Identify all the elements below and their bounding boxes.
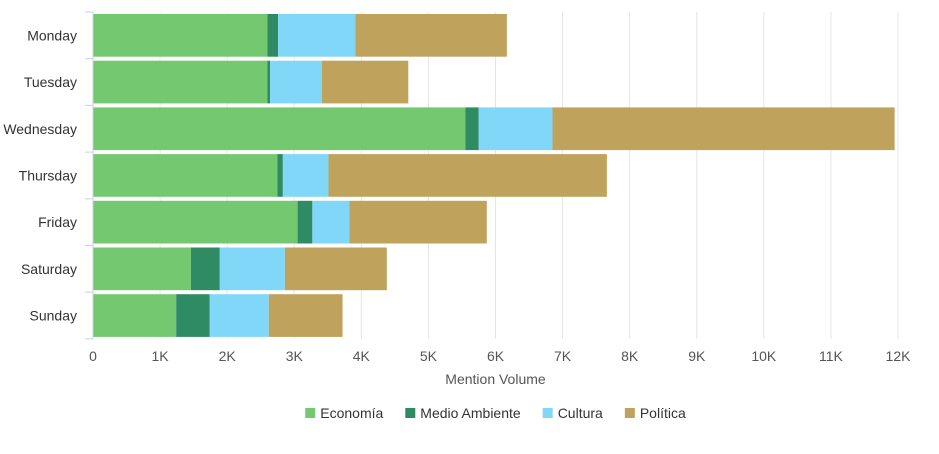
category-labels: Monday Tuesday Wednesday Thursday Friday Satu… — [3, 27, 77, 323]
legend-label-economia: Economía — [320, 405, 383, 421]
bar-wednesday-economia[interactable] — [93, 107, 466, 151]
bar-friday-politica[interactable] — [349, 200, 487, 244]
bar-saturday-economia[interactable] — [93, 247, 191, 291]
x-tick-label-5k: 5K — [420, 348, 438, 364]
bar-friday-economia[interactable] — [93, 200, 298, 244]
legend-item-politica[interactable]: Política — [624, 405, 686, 421]
bar-tuesday-cultura[interactable] — [270, 60, 322, 104]
x-tick-label-9k: 9K — [688, 348, 706, 364]
bar-monday-cultura[interactable] — [278, 14, 356, 57]
bar-saturday-politica[interactable] — [284, 247, 387, 291]
x-tick-label-3k: 3K — [286, 348, 304, 364]
x-tick-label-8k: 8K — [621, 348, 639, 364]
x-tick-label-2k: 2K — [219, 348, 237, 364]
category-label-friday: Friday — [38, 214, 77, 230]
x-axis-title: Mention Volume — [445, 371, 546, 387]
x-tick-label-7k: 7K — [554, 348, 572, 364]
legend-swatch-politica — [624, 408, 635, 418]
bar-saturday-medio-ambiente[interactable] — [190, 247, 220, 291]
bar-thursday-cultura[interactable] — [282, 154, 329, 197]
category-label-thursday: Thursday — [19, 167, 77, 183]
bar-sunday-medio-ambiente[interactable] — [176, 294, 210, 337]
legend-item-economia[interactable]: Economía — [305, 405, 383, 421]
category-label-wednesday: Wednesday — [3, 121, 77, 137]
legend-label-medio-ambiente: Medio Ambiente — [420, 405, 521, 421]
bar-tuesday-medio-ambiente[interactable] — [267, 60, 271, 104]
legend-swatch-medio-ambiente — [405, 408, 416, 418]
bar-monday-economia[interactable] — [93, 14, 268, 57]
legend-label-cultura: Cultura — [558, 405, 603, 421]
x-tick-labels: 0 1K 2K 3K 4K 5K 6K 7K 8K 9K 10K 11K 12K — [89, 348, 911, 364]
bars-layer — [93, 14, 895, 337]
x-tick-label-0: 0 — [89, 348, 97, 364]
category-label-saturday: Saturday — [21, 261, 77, 277]
bar-sunday-cultura[interactable] — [209, 294, 269, 337]
bar-wednesday-politica[interactable] — [552, 107, 895, 151]
bar-thursday-politica[interactable] — [328, 154, 607, 197]
bar-friday-medio-ambiente[interactable] — [297, 200, 313, 244]
bar-saturday-cultura[interactable] — [219, 247, 285, 291]
x-tick-label-4k: 4K — [353, 348, 371, 364]
bar-wednesday-medio-ambiente[interactable] — [465, 107, 479, 151]
bar-tuesday-economia[interactable] — [93, 60, 268, 104]
x-tick-label-6k: 6K — [487, 348, 505, 364]
legend-swatch-economia — [305, 408, 316, 418]
category-label-tuesday: Tuesday — [24, 74, 77, 90]
legend-item-medio-ambiente[interactable]: Medio Ambiente — [405, 405, 521, 421]
bar-tuesday-politica[interactable] — [321, 60, 409, 104]
x-tick-label-12k: 12K — [886, 348, 912, 364]
bar-friday-cultura[interactable] — [312, 200, 350, 244]
legend-item-cultura[interactable]: Cultura — [542, 405, 603, 421]
x-tick-label-1k: 1K — [152, 348, 170, 364]
x-tick-label-10k: 10K — [751, 348, 777, 364]
category-label-sunday: Sunday — [30, 308, 77, 324]
x-tick-label-11k: 11K — [819, 348, 844, 364]
category-label-monday: Monday — [27, 27, 77, 43]
legend: Economía Medio Ambiente Cultura Política — [305, 405, 686, 421]
bar-monday-politica[interactable] — [355, 14, 507, 57]
bar-thursday-medio-ambiente[interactable] — [277, 154, 283, 197]
bar-thursday-economia[interactable] — [93, 154, 278, 197]
bar-sunday-politica[interactable] — [268, 294, 343, 337]
bar-wednesday-cultura[interactable] — [478, 107, 553, 151]
bar-sunday-economia[interactable] — [93, 294, 177, 337]
legend-label-politica: Política — [640, 405, 686, 421]
legend-swatch-cultura — [542, 408, 553, 418]
bar-monday-medio-ambiente[interactable] — [267, 14, 279, 57]
axis-layer — [85, 11, 94, 340]
